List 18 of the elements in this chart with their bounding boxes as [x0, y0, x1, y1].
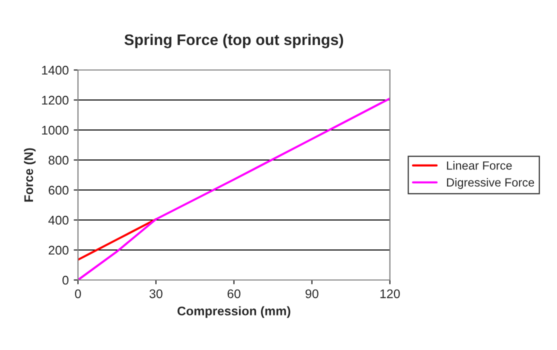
- chart-title: Spring Force (top out springs): [124, 34, 344, 48]
- x-tick-label: 30: [149, 289, 162, 298]
- legend-label: Linear Force: [447, 161, 512, 170]
- x-axis-title: Compression (mm): [178, 306, 290, 318]
- y-tick-label: 200: [48, 246, 68, 255]
- y-tick-label: 800: [48, 156, 68, 165]
- y-axis-title: Force (N): [24, 148, 36, 202]
- x-tick-label: 0: [74, 289, 81, 298]
- y-tick-label: 1200: [42, 96, 68, 105]
- y-tick-label: 1000: [42, 126, 68, 135]
- y-tick-label: 0: [62, 276, 68, 285]
- x-tick-label: 120: [380, 289, 400, 298]
- x-tick-label: 90: [306, 289, 318, 298]
- legend-label: Digressive Force: [447, 178, 534, 189]
- y-tick-label: 600: [48, 186, 68, 195]
- x-tick-label: 60: [228, 289, 240, 298]
- y-tick-label: 1400: [42, 66, 68, 75]
- y-tick-label: 400: [48, 216, 68, 225]
